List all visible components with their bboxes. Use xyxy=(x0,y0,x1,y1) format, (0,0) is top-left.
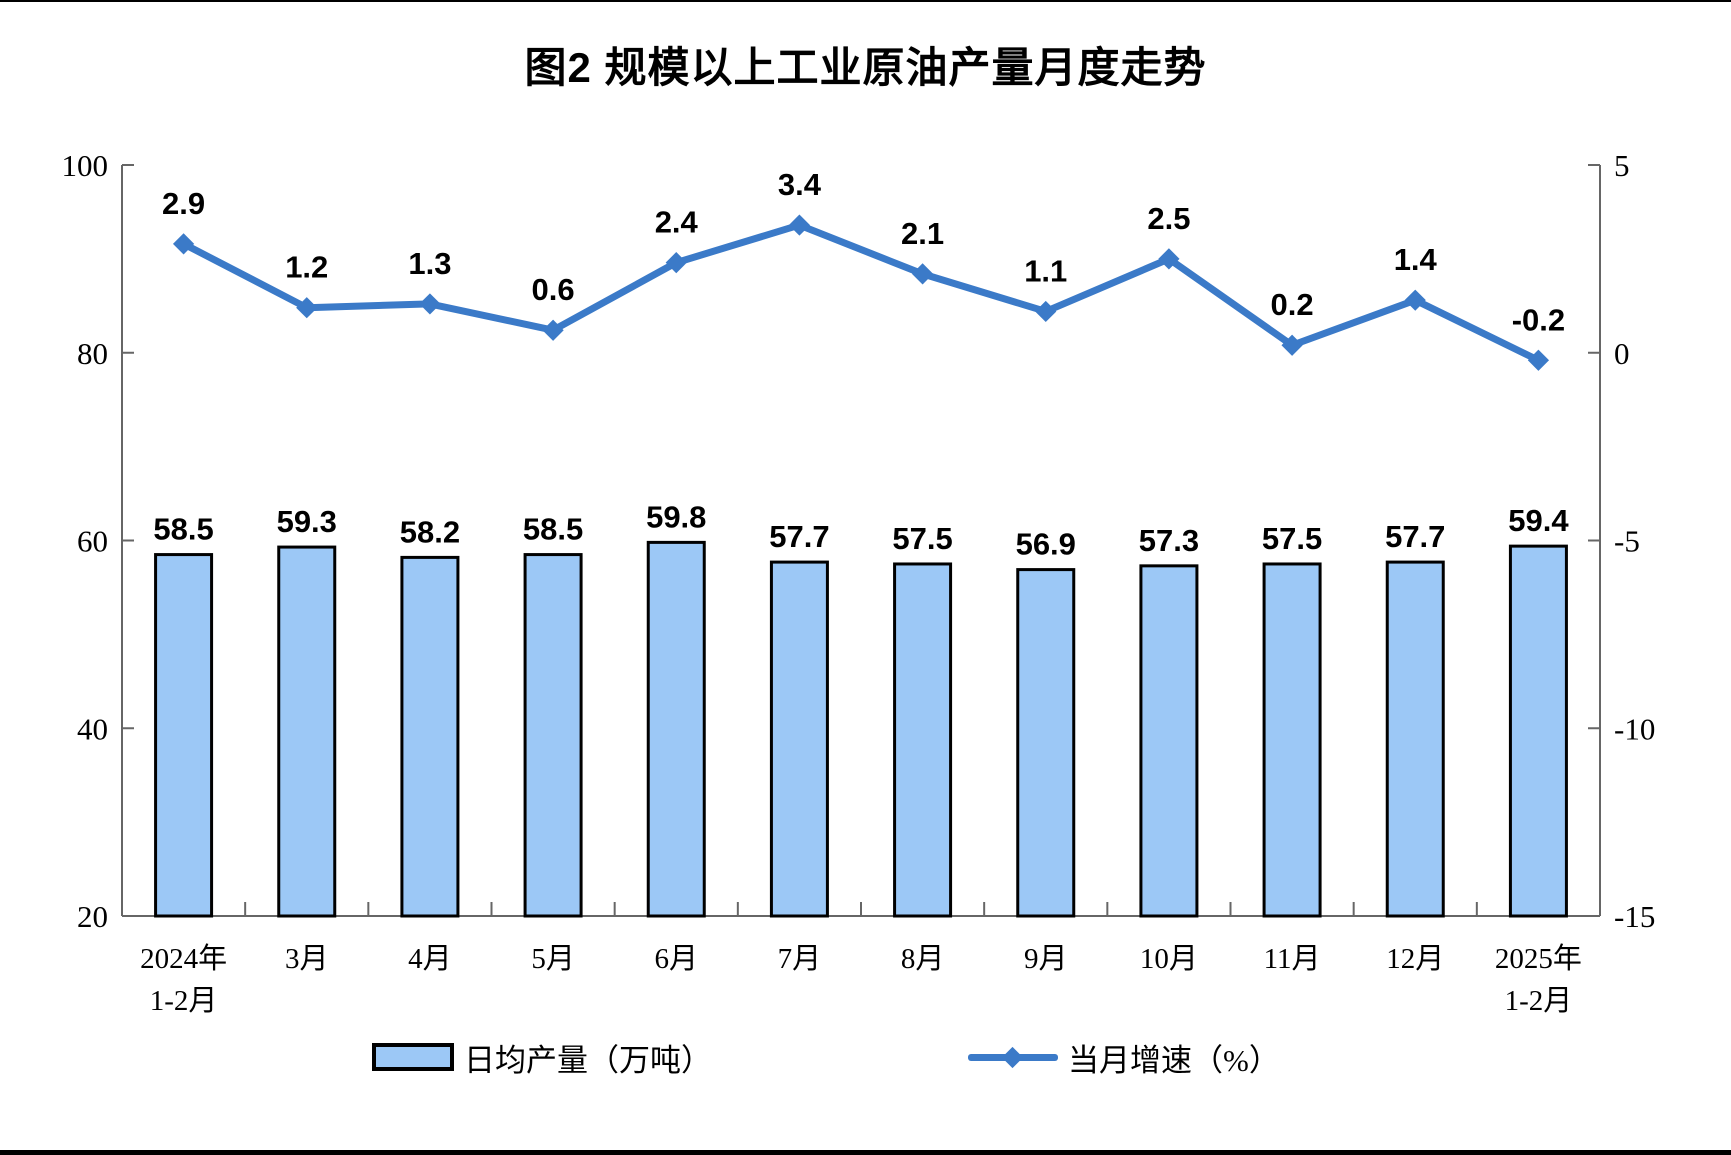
top-border-line xyxy=(0,0,1731,2)
bar xyxy=(646,540,706,918)
category-label: 2024年 xyxy=(140,942,227,975)
line-value-label: 1.2 xyxy=(285,250,328,285)
line-value-label: -0.2 xyxy=(1512,302,1565,337)
category-label: 8月 xyxy=(901,943,945,975)
category-label: 6月 xyxy=(654,943,698,975)
bar-value-label: 58.2 xyxy=(400,514,460,549)
category-labels: 2024年 1-2月 3月 4月 5月 6月 7月 8月 9月 10月 11月 12月 2025年 1-2… xyxy=(140,942,1582,1017)
line-diamond-marker-icon xyxy=(911,263,934,285)
bar-value-label: 59.4 xyxy=(1508,503,1569,538)
bar xyxy=(1139,564,1199,918)
category-label: 11月 xyxy=(1264,943,1321,975)
line-diamond-marker-icon xyxy=(542,319,564,341)
bar-value-label: 57.7 xyxy=(769,519,829,554)
category-label: 4月 xyxy=(408,943,452,975)
line-value-label: 1.4 xyxy=(1394,242,1438,277)
line-value-label: 0.2 xyxy=(1271,287,1314,322)
category-label: 1-2月 xyxy=(150,985,218,1017)
bar-value-label: 57.5 xyxy=(892,521,952,556)
left-axis-tick-label: 80 xyxy=(77,336,108,371)
line-diamond-marker-icon xyxy=(419,293,441,315)
legend-diamond-marker-icon xyxy=(1001,1046,1024,1069)
bar-value-label: 57.7 xyxy=(1385,519,1445,554)
line-value-label: 3.4 xyxy=(778,167,822,202)
bar xyxy=(277,545,337,918)
category-label: 9月 xyxy=(1024,943,1068,975)
line-value-label: 2.1 xyxy=(901,216,944,251)
line-value-label: 2.4 xyxy=(655,205,699,240)
chart-legend: 日均产量（万吨） 当月增速（%） xyxy=(0,1034,1731,1080)
line-value-label: 2.9 xyxy=(162,186,205,221)
bar xyxy=(523,553,583,918)
line-value-label: 0.6 xyxy=(532,272,575,307)
bar xyxy=(1508,544,1568,918)
line-diamond-marker-icon xyxy=(172,233,195,255)
right-axis-tick-label: -15 xyxy=(1614,899,1655,934)
line-value-label: 2.5 xyxy=(1147,201,1190,236)
bar xyxy=(893,562,953,918)
category-label: 10月 xyxy=(1140,943,1198,975)
bar-value-label: 56.9 xyxy=(1016,527,1076,562)
bar-value-label: 57.3 xyxy=(1139,523,1199,558)
category-label: 1-2月 xyxy=(1505,985,1573,1017)
left-axis-tick-label: 60 xyxy=(77,524,108,559)
bar-value-label: 59.3 xyxy=(277,504,337,539)
right-axis-tick-label: 5 xyxy=(1614,148,1630,183)
growth-line xyxy=(180,221,1542,364)
bar-value-label: 59.8 xyxy=(646,499,706,534)
bar-series: 58.5 59.3 58.2 58.5 59.8 57.7 57.5 56.9 57.3 57.5… xyxy=(153,499,1569,918)
line-value-label: 1.3 xyxy=(408,246,451,281)
bar xyxy=(769,560,829,918)
bar xyxy=(1262,562,1322,918)
right-axis-tick-label: -10 xyxy=(1614,711,1655,746)
category-label: 5月 xyxy=(531,943,575,975)
line-series-swatch xyxy=(968,1046,1058,1069)
bar-value-label: 58.5 xyxy=(523,512,583,547)
bar-series-swatch xyxy=(372,1043,454,1071)
category-label: 2025年 xyxy=(1495,942,1582,975)
line-diamond-marker-icon xyxy=(788,214,811,236)
bar-value-label: 58.5 xyxy=(153,512,213,547)
line-diamond-marker-icon xyxy=(665,252,687,274)
legend-item-line-series: 当月增速（%） xyxy=(968,1034,1280,1080)
bottom-border-line xyxy=(0,1150,1731,1155)
legend-item-bar-series: 日均产量（万吨） xyxy=(372,1034,712,1080)
left-axis-tick-label: 40 xyxy=(77,711,108,746)
left-axis-tick-label: 100 xyxy=(62,148,109,183)
bar xyxy=(1016,568,1076,918)
bar-value-label: 57.5 xyxy=(1262,521,1322,556)
right-axis-tick-label: 0 xyxy=(1614,336,1630,371)
line-diamond-marker-icon xyxy=(1035,300,1057,323)
category-label: 7月 xyxy=(778,943,822,975)
right-axis-tick-label: -5 xyxy=(1614,524,1640,559)
bar xyxy=(154,553,214,918)
line-series: 2.9 1.2 1.3 0.6 2.4 3.4 2.1 1.1 2.5 0.2 1.4 -0.2 xyxy=(162,167,1565,371)
legend-bar-label: 日均产量（万吨） xyxy=(464,1042,712,1078)
axes: 100 80 60 40 20 5 0 -5 -10 -15 xyxy=(62,148,1656,934)
bar xyxy=(400,555,460,918)
category-label: 3月 xyxy=(285,943,329,975)
chart-title: 图2 规模以上工业原油产量月度走势 xyxy=(524,44,1207,91)
legend-line-label: 当月增速（%） xyxy=(1068,1042,1280,1078)
left-axis-tick-label: 20 xyxy=(77,899,108,934)
category-label: 12月 xyxy=(1386,943,1444,975)
line-value-label: 1.1 xyxy=(1024,253,1067,288)
bar xyxy=(1385,560,1445,918)
